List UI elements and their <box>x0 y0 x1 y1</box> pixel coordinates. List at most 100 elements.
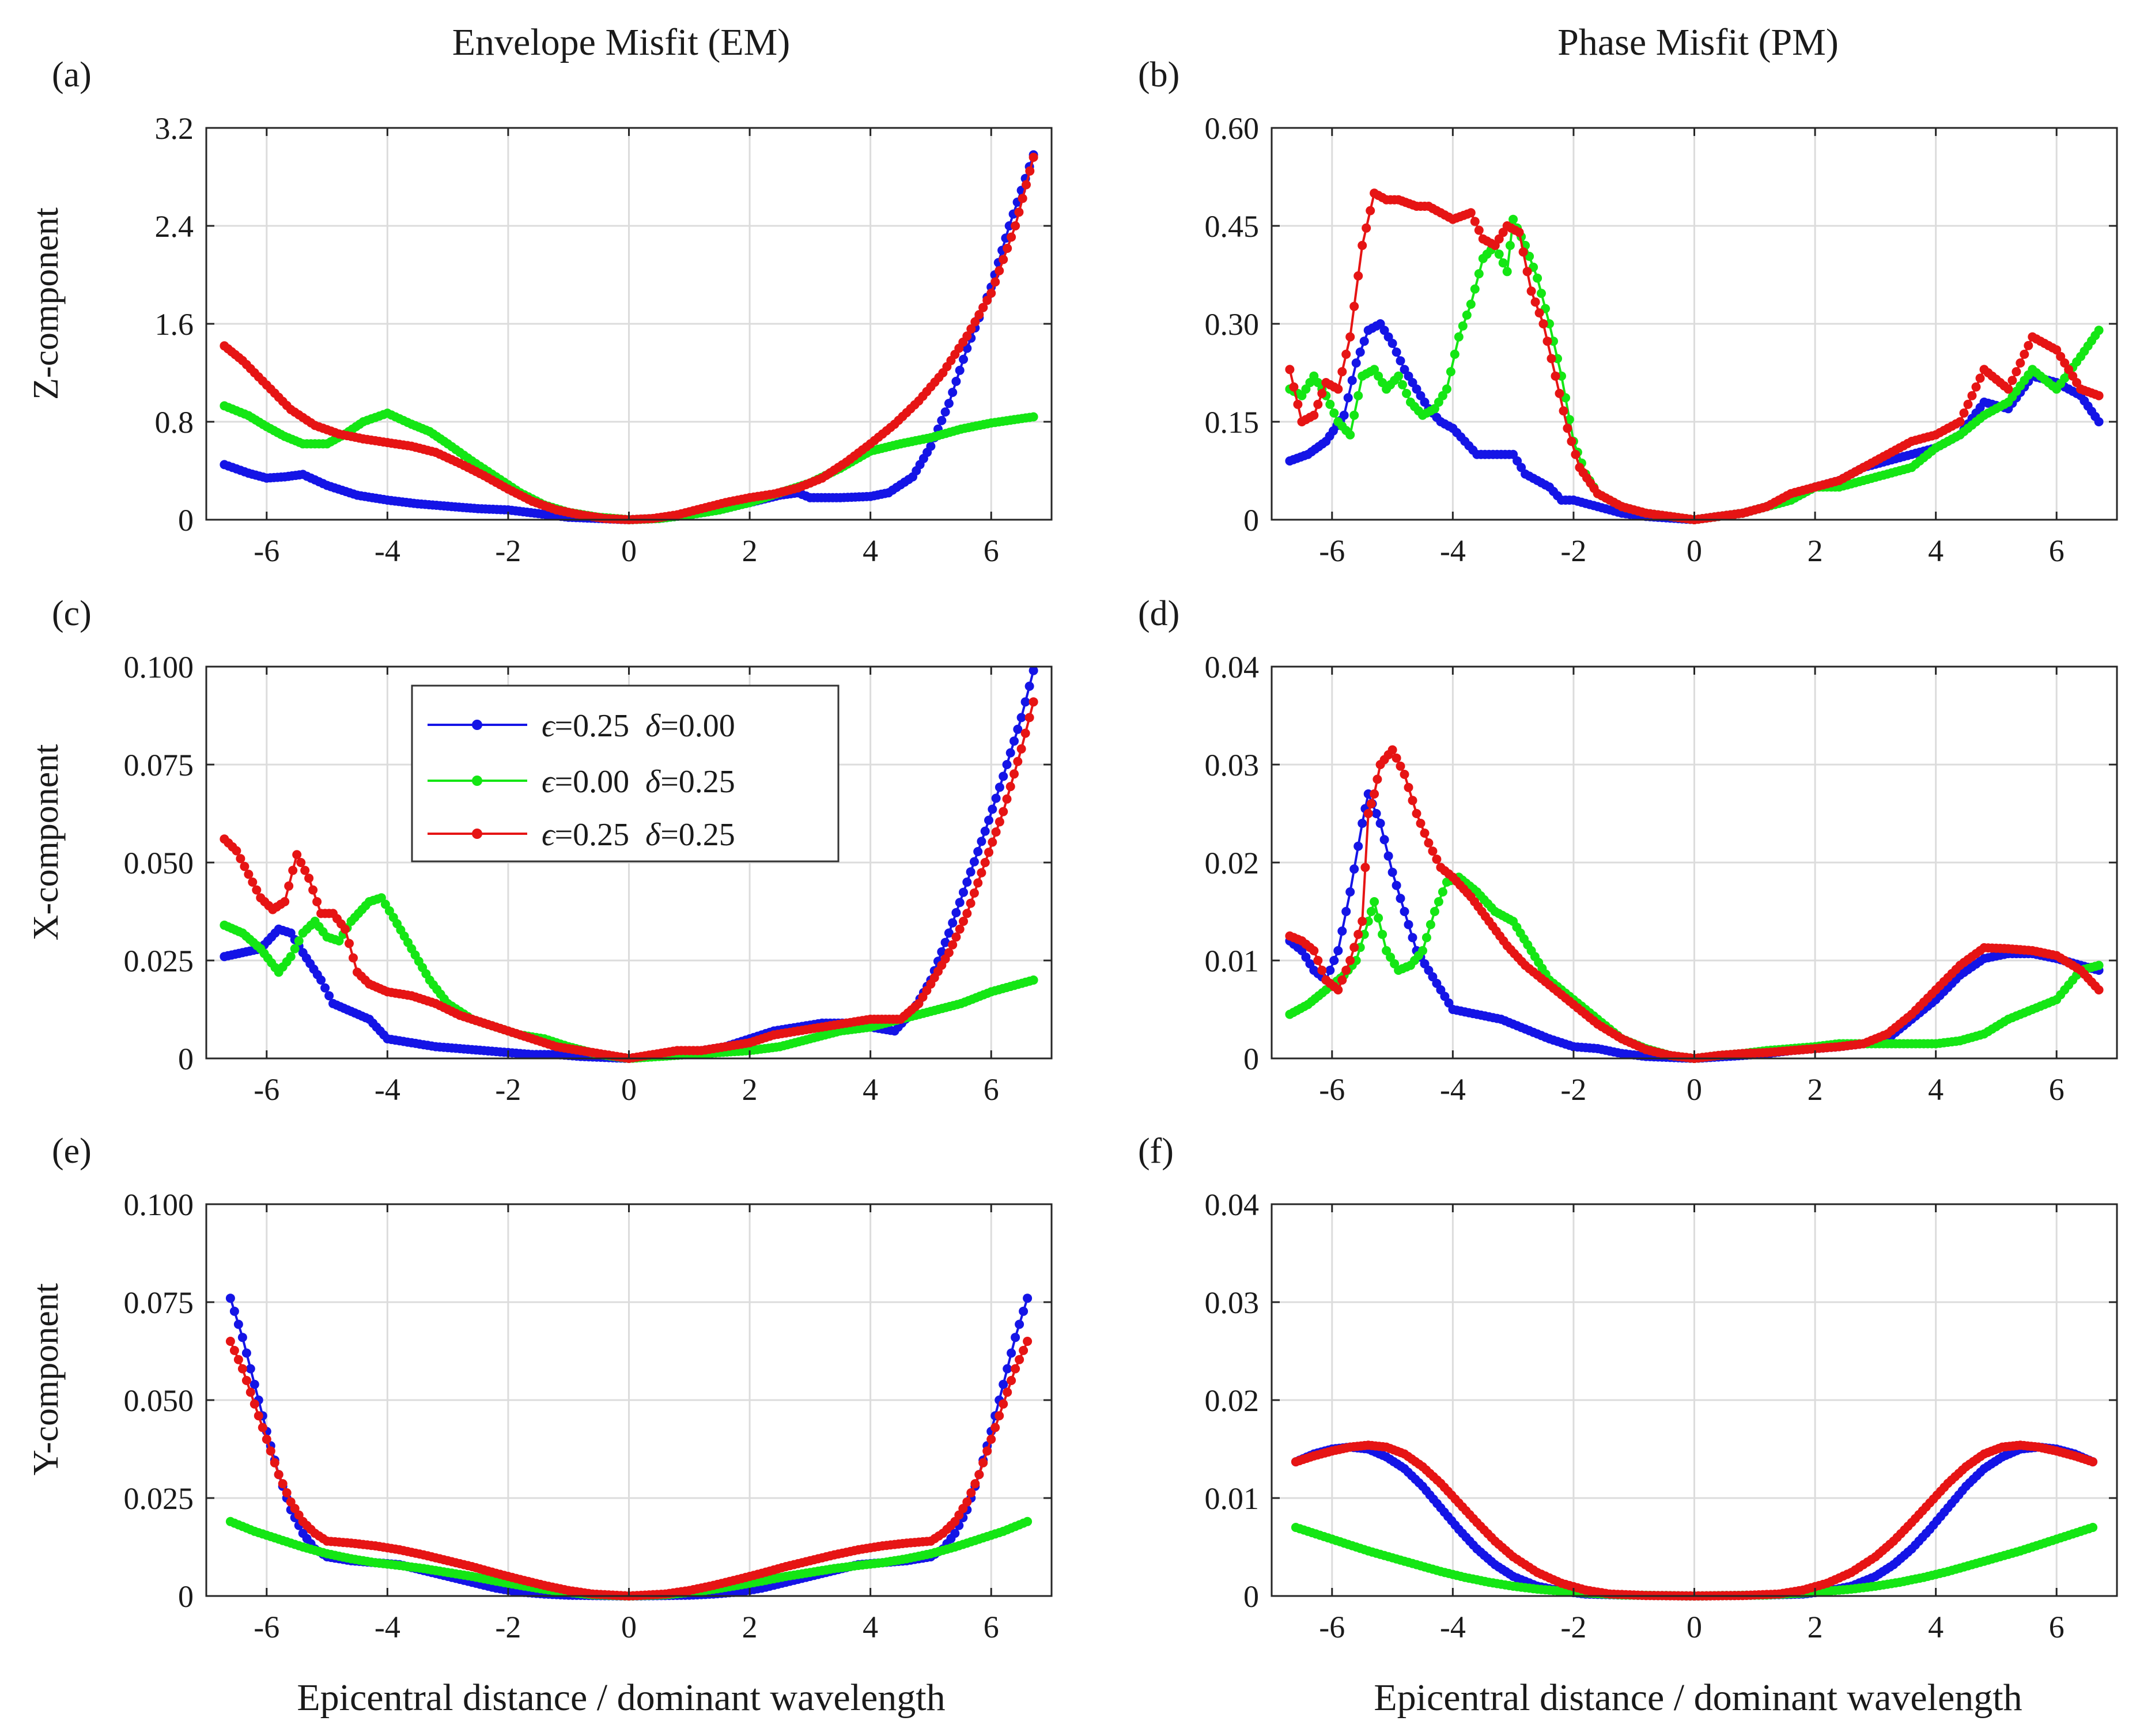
data-point <box>1329 408 1339 418</box>
x-tick-label: 4 <box>863 1072 878 1107</box>
data-point <box>1325 399 1335 409</box>
series-group <box>1285 188 2104 524</box>
data-point <box>229 1345 239 1355</box>
data-point <box>1420 829 1430 838</box>
legend-eps-3: ϵ <box>542 817 556 853</box>
data-point <box>1313 399 1323 409</box>
y-tick-label: 0.15 <box>1205 405 1260 440</box>
data-point <box>959 887 968 897</box>
legend: ϵ=0.25 δ=0.00 ϵ=0.00 δ=0.25 ϵ=0.25 δ=0.25 <box>411 684 840 863</box>
data-point <box>1009 736 1019 746</box>
series-markers-3 <box>1285 745 2104 1063</box>
legend-eps-2: ϵ <box>542 764 556 800</box>
x-tick-label: 6 <box>984 1072 999 1107</box>
xlabel-right: Epicentral distance / dominant wavelengt… <box>1374 1677 2022 1719</box>
data-point <box>1466 300 1476 309</box>
data-point <box>940 937 950 947</box>
y-tick-label: 0 <box>178 1579 194 1614</box>
data-point <box>1418 946 1427 955</box>
data-point <box>1349 301 1359 311</box>
data-point <box>973 847 983 856</box>
data-point <box>1396 356 1405 366</box>
data-point <box>1347 376 1357 385</box>
data-point <box>233 1319 243 1329</box>
y-tick-label: 0.45 <box>1205 209 1260 244</box>
legend-del-val-2: =0.25 <box>660 764 735 800</box>
data-point <box>940 407 950 417</box>
data-point <box>266 1446 275 1456</box>
data-point <box>1466 208 1476 218</box>
data-point <box>2020 349 2029 359</box>
data-point <box>1358 917 1367 926</box>
data-point <box>241 1348 251 1358</box>
data-point <box>1446 367 1455 377</box>
data-point <box>2094 417 2104 426</box>
legend-del-3: δ <box>645 817 661 853</box>
legend-box <box>411 684 840 863</box>
data-point <box>1428 846 1438 856</box>
data-point <box>1383 851 1393 861</box>
data-point <box>1023 1337 1033 1346</box>
series-markers-3 <box>220 153 1038 524</box>
data-point <box>973 878 983 888</box>
panel-c: (c) -6 -4 -2 0 2 4 6 0 0.025 0.050 0.075 0.100 <box>52 594 1053 1107</box>
data-point <box>1007 1348 1016 1358</box>
data-point <box>262 1435 271 1444</box>
data-point <box>1559 406 1568 416</box>
x-tick-label: 4 <box>1928 1610 1944 1644</box>
data-point <box>1009 769 1019 779</box>
data-point <box>937 947 947 956</box>
data-point <box>959 917 968 926</box>
data-point <box>966 867 976 877</box>
data-point <box>1317 966 1327 975</box>
data-point <box>1351 358 1361 368</box>
data-point <box>1023 1516 1033 1526</box>
data-point <box>1551 371 1560 381</box>
data-point <box>233 1355 243 1364</box>
data-point <box>1007 232 1016 242</box>
data-point <box>1374 913 1383 923</box>
data-point <box>1542 336 1552 346</box>
data-point <box>1426 920 1435 929</box>
data-point <box>2088 1523 2098 1532</box>
data-point <box>1514 228 1524 237</box>
data-point <box>1015 1355 1024 1364</box>
data-point <box>1408 796 1417 805</box>
legend-eps-val-2: =0.00 <box>555 764 630 800</box>
data-point <box>962 331 972 341</box>
data-point <box>995 782 1004 792</box>
data-point <box>225 1337 235 1346</box>
y-tick-label: 0.075 <box>124 748 194 782</box>
data-point <box>969 857 979 867</box>
data-point <box>1029 665 1038 675</box>
data-point <box>1955 417 1965 426</box>
data-point <box>966 324 976 334</box>
data-point <box>991 793 1001 803</box>
panel-f: (f) -6 -4 -2 0 2 4 6 0 0.01 0.02 0.03 0.04 <box>1138 1132 2118 1644</box>
data-point <box>1349 864 1359 874</box>
data-point <box>2007 376 2017 385</box>
data-point <box>1024 682 1034 691</box>
x-tick-label: 4 <box>1928 1072 1944 1107</box>
data-point <box>978 302 988 312</box>
data-point <box>999 771 1008 781</box>
x-tick-label: -4 <box>375 1072 400 1107</box>
data-point <box>982 1446 992 1456</box>
data-point <box>1392 347 1401 357</box>
x-tick-label: -6 <box>1319 1072 1345 1107</box>
y-tick-label: 0.100 <box>124 1187 194 1222</box>
data-point <box>969 888 979 898</box>
x-tick-label: -4 <box>1440 1610 1466 1644</box>
data-point <box>1538 319 1548 328</box>
data-point <box>1392 880 1401 890</box>
series-group <box>1291 1440 2098 1601</box>
x-tick-label: 2 <box>742 534 758 568</box>
y-tick-label: 0 <box>1243 1042 1259 1076</box>
data-point <box>986 1435 996 1444</box>
legend-marker-3 <box>472 829 482 839</box>
x-tick-label: 0 <box>621 1072 637 1107</box>
data-point <box>948 940 958 950</box>
x-tick-label: 0 <box>1687 1610 1702 1644</box>
data-point <box>1022 180 1031 190</box>
x-tick-label: -6 <box>1319 534 1345 568</box>
